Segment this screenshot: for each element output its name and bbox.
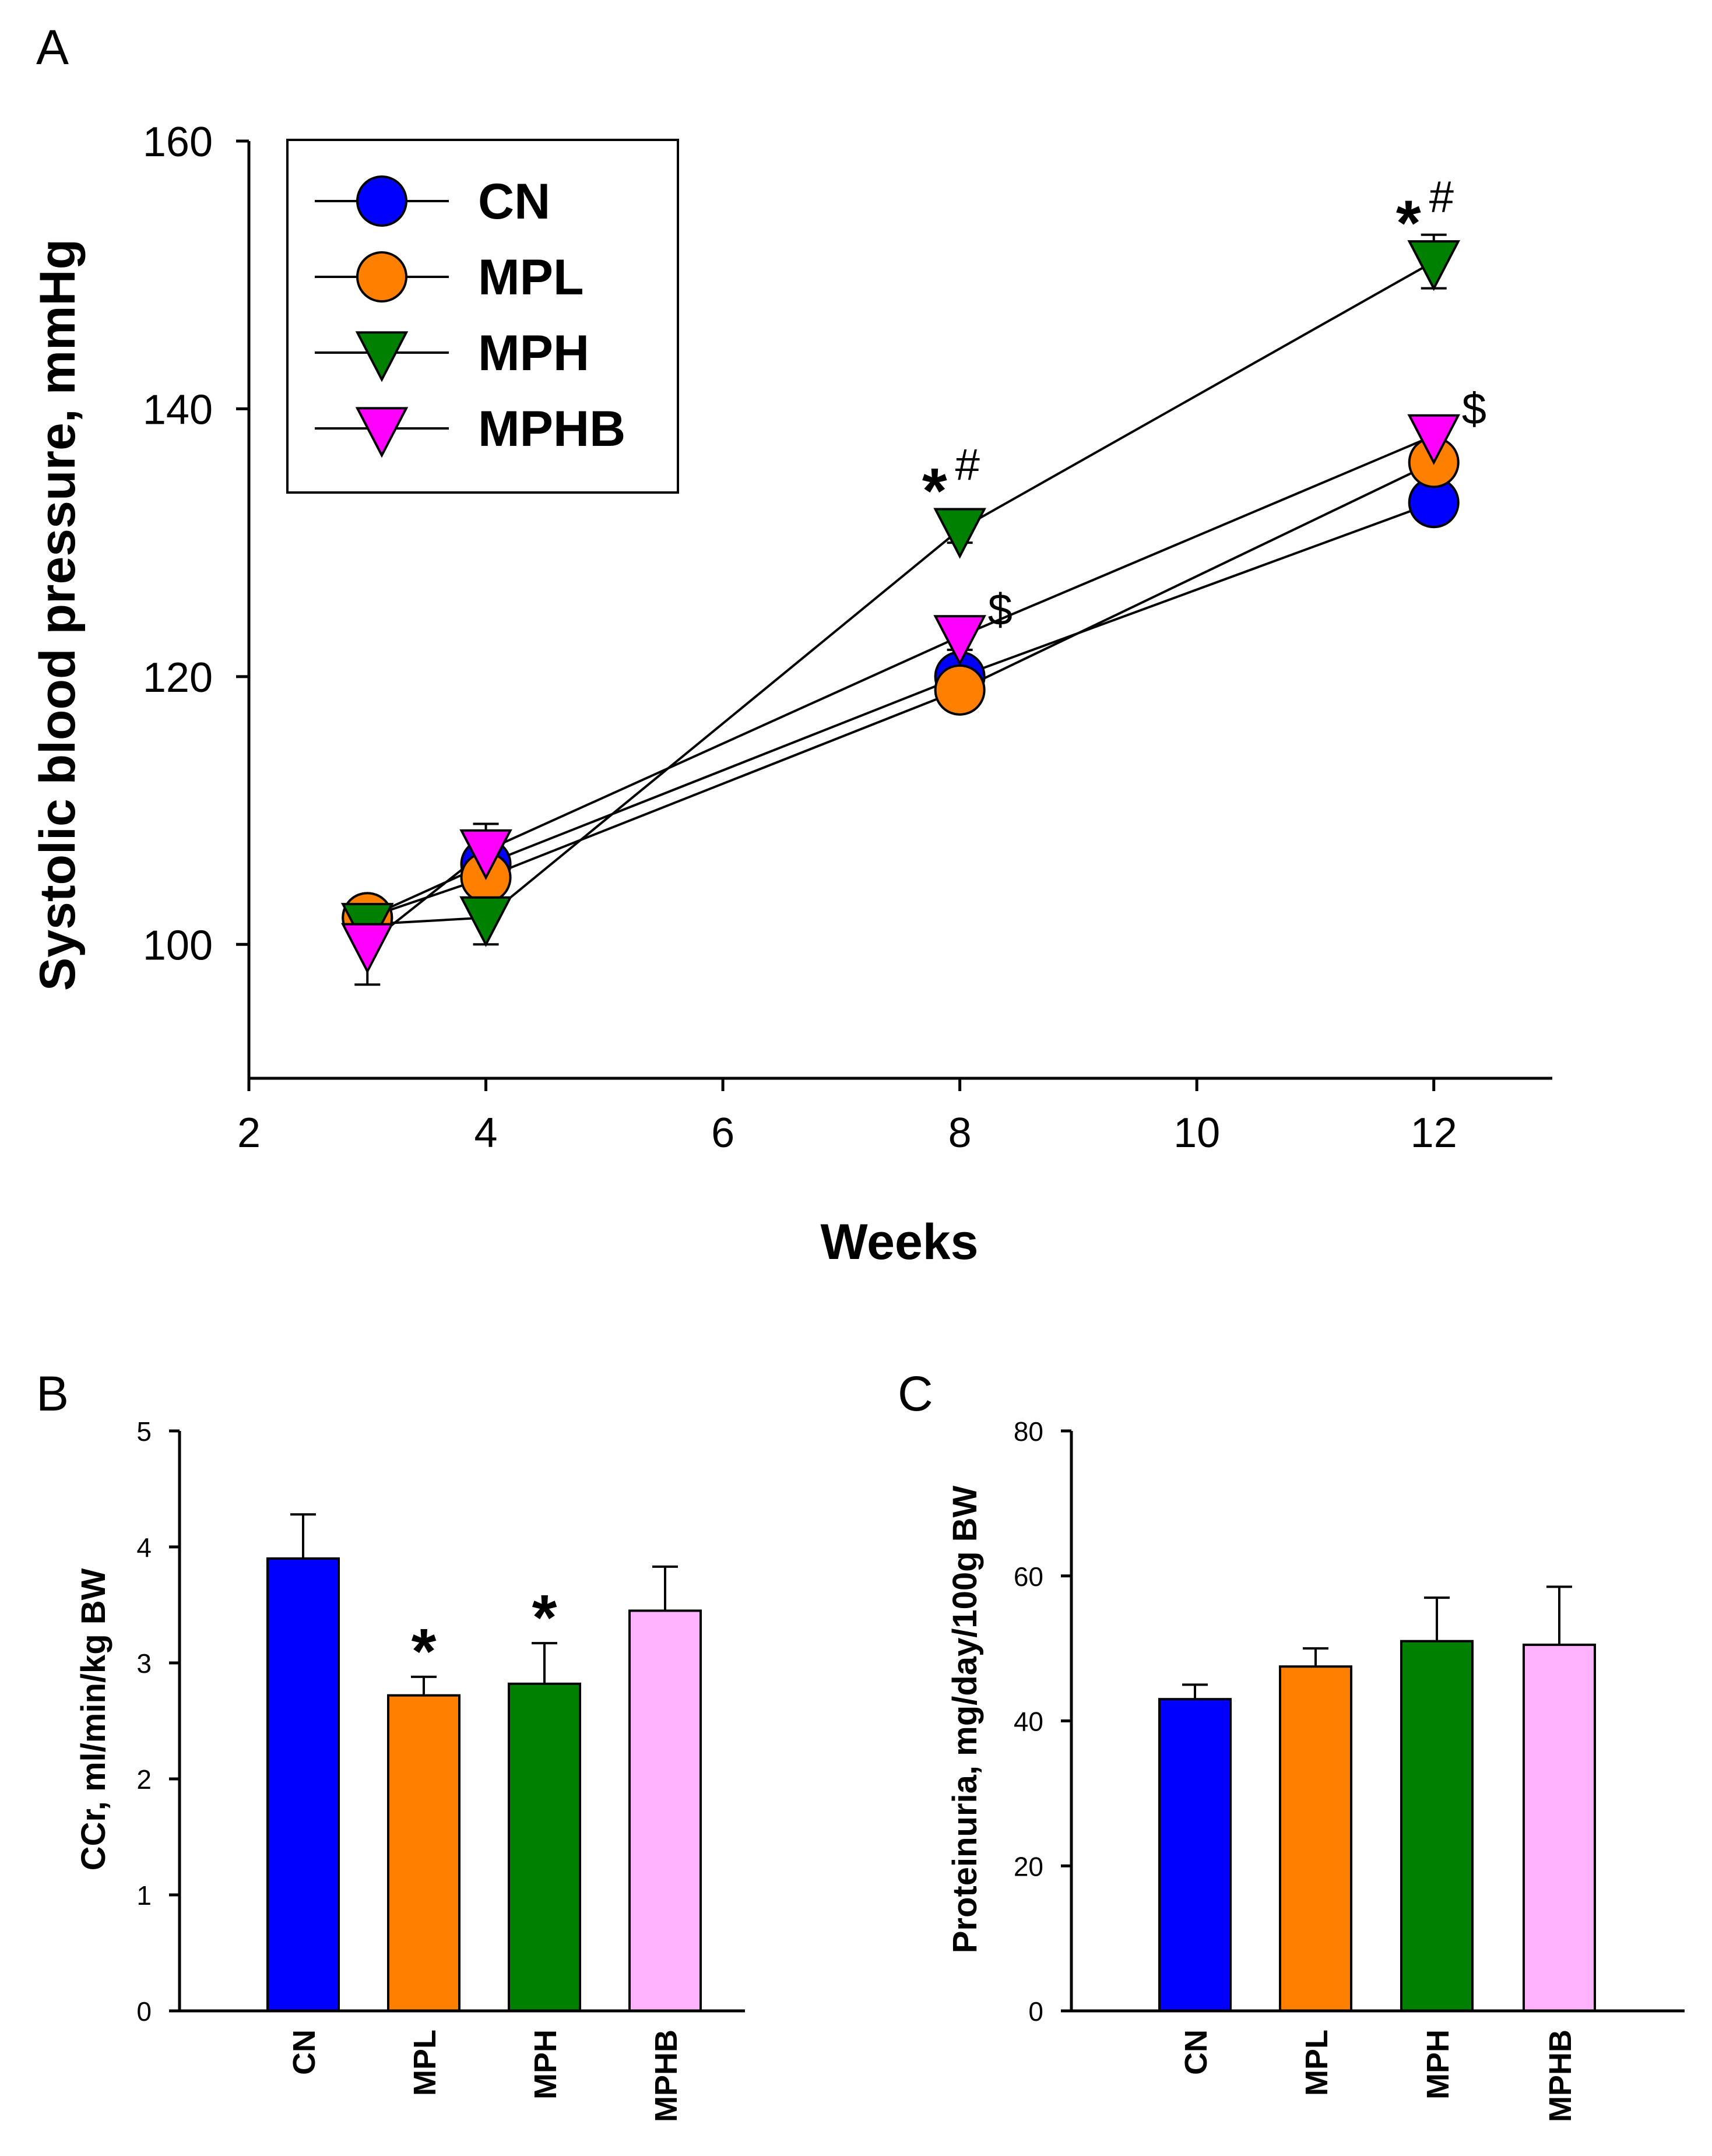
y-tick-label: 140 — [143, 386, 213, 433]
significance-symbol: # — [955, 440, 980, 490]
significance-star: * — [532, 1582, 557, 1654]
category-label-mpl: MPL — [407, 2030, 442, 2096]
bar-chart-ccr: * * CN MPL MPH MPHB 0 1 2 3 4 5 CCr, ml/min/kg BW — [75, 1416, 745, 2122]
significance-star: * — [1396, 188, 1421, 259]
y-tick-label: 60 — [1014, 1561, 1043, 1592]
x-tick-label: 2 — [237, 1110, 261, 1156]
legend-label-cn: CN — [478, 174, 550, 230]
panel-label-c: C — [898, 1366, 933, 1421]
legend-marker-mpl — [356, 251, 407, 303]
y-tick-label: 1 — [136, 1880, 152, 1911]
bar-mph — [1400, 1640, 1474, 2012]
y-tick-label: 5 — [136, 1416, 152, 1447]
legend-label-mpl: MPL — [478, 249, 584, 305]
significance-symbol: $ — [1462, 384, 1486, 434]
y-tick-label: 120 — [143, 655, 213, 701]
bar-mphb — [1523, 1643, 1596, 2012]
legend: CN MPL MPH MPHB — [286, 139, 679, 494]
series-line-cn — [367, 501, 1435, 919]
y-tick-label: 160 — [143, 119, 213, 166]
significance-star: * — [922, 455, 947, 527]
x-tick-label: 12 — [1411, 1110, 1457, 1156]
data-point-mphb — [459, 829, 512, 881]
category-label-mphb: MPHB — [1543, 2030, 1578, 2122]
category-label-mphb: MPHB — [649, 2030, 684, 2122]
significance-star: * — [412, 1616, 437, 1687]
panel-label-a: A — [36, 20, 69, 75]
data-point-mph — [1407, 240, 1461, 291]
y-tick-label: 0 — [136, 1996, 152, 2027]
category-label-mph: MPH — [1421, 2030, 1456, 2099]
y-tick-label: 80 — [1014, 1416, 1043, 1447]
y-axis-label: Systolic blood pressure, mmHg — [30, 239, 86, 991]
x-tick-label: 8 — [948, 1110, 972, 1156]
legend-marker-mphb — [355, 407, 409, 458]
x-tick-label: 10 — [1173, 1110, 1220, 1156]
data-point-mphb — [1407, 414, 1461, 465]
legend-marker-mph — [355, 331, 409, 382]
bar-mphb — [628, 1609, 702, 2012]
bar-mpl — [1279, 1665, 1352, 2012]
category-label-mph: MPH — [528, 2030, 563, 2099]
legend-marker-cn — [356, 175, 407, 227]
bar-mpl — [387, 1694, 460, 2012]
series-line-mph — [367, 261, 1435, 926]
category-label-cn: CN — [1179, 2030, 1214, 2075]
significance-symbol: $ — [988, 585, 1013, 635]
bar-cn — [266, 1557, 340, 2012]
data-point-mpl — [934, 664, 986, 716]
panel-label-b: B — [36, 1366, 69, 1421]
bar-mph — [508, 1682, 581, 2013]
y-tick-label: 0 — [1028, 1996, 1043, 2027]
data-point-mphb — [933, 615, 986, 666]
y-tick-label: 20 — [1014, 1851, 1043, 1881]
series-line-mpl — [367, 461, 1435, 919]
bar-chart-proteinuria: CN MPL MPH MPHB 0 20 40 60 80 Proteinuria, mg/da… — [946, 1416, 1685, 2122]
y-tick-label: 40 — [1014, 1707, 1043, 1737]
category-label-mpl: MPL — [1299, 2030, 1334, 2096]
y-axis-label: CCr, ml/min/kg BW — [75, 1568, 113, 1870]
x-tick-label: 4 — [474, 1110, 498, 1156]
legend-label-mphb: MPHB — [478, 401, 625, 457]
significance-symbol: # — [1429, 173, 1454, 222]
category-label-cn: CN — [287, 2030, 322, 2075]
data-point-mph — [933, 508, 986, 559]
series-line-mphb — [367, 434, 1435, 945]
y-tick-label: 3 — [136, 1648, 152, 1679]
legend-box — [286, 139, 679, 494]
y-tick-label: 2 — [136, 1764, 152, 1795]
x-axis-label: Weeks — [821, 1214, 979, 1270]
y-tick-label: 4 — [136, 1532, 152, 1563]
y-tick-label: 100 — [143, 922, 213, 969]
data-point-mphb — [340, 923, 394, 974]
bar-cn — [1158, 1698, 1232, 2012]
data-point-mph — [459, 896, 512, 947]
y-axis-label: Proteinuria, mg/day/100g BW — [946, 1485, 984, 1953]
x-tick-label: 6 — [711, 1110, 734, 1156]
legend-label-mph: MPH — [478, 325, 589, 381]
